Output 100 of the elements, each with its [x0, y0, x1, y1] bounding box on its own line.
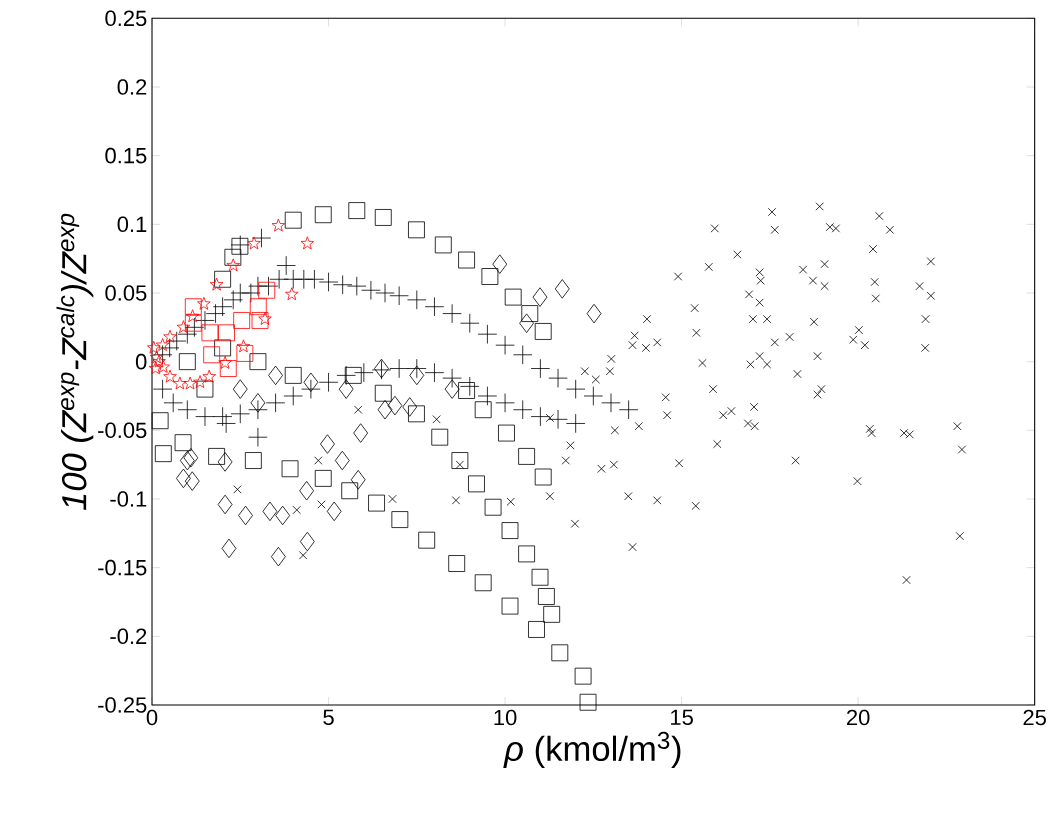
point [468, 475, 485, 493]
point [528, 621, 545, 638]
point [238, 505, 253, 526]
point [147, 340, 161, 354]
point [148, 361, 163, 375]
point [579, 693, 597, 711]
point [233, 312, 251, 329]
y-tick-label: 0.25 [105, 10, 147, 27]
point [271, 546, 286, 567]
y-tick-label: 0.05 [105, 285, 147, 301]
point [176, 320, 191, 334]
point [434, 236, 452, 254]
point [152, 354, 166, 368]
point [258, 281, 276, 299]
point [197, 296, 211, 310]
point [374, 358, 389, 379]
point [214, 270, 232, 288]
y-tick-label: -0.25 [98, 697, 147, 713]
point [574, 667, 592, 685]
x-tick-label: 20 [847, 709, 870, 726]
y-tick-label: -0.1 [110, 491, 147, 507]
point [176, 468, 191, 489]
point [179, 450, 195, 471]
point [387, 395, 403, 416]
point [149, 350, 164, 364]
point [184, 314, 202, 332]
point [163, 329, 177, 343]
point [534, 323, 552, 340]
x-tick-label: 15 [671, 709, 693, 726]
point [281, 460, 299, 478]
point [353, 423, 369, 443]
point [409, 365, 425, 386]
point [521, 305, 539, 322]
point [501, 522, 519, 539]
point [271, 218, 286, 232]
point [193, 375, 207, 389]
point [156, 360, 171, 373]
point [320, 434, 335, 454]
point [232, 379, 248, 399]
point [185, 309, 200, 323]
point [275, 505, 291, 526]
x-tick-label: 5 [323, 709, 334, 726]
y-tick-label: -0.2 [110, 628, 147, 645]
point [236, 339, 251, 353]
point [184, 298, 202, 316]
y-tick-label: 0 [135, 353, 147, 370]
point [183, 376, 197, 390]
point [474, 574, 492, 592]
point [262, 501, 278, 522]
point [224, 248, 242, 266]
point [247, 236, 261, 250]
point [334, 450, 350, 471]
point [484, 498, 502, 516]
point [418, 531, 436, 549]
point [374, 384, 392, 402]
point [408, 221, 425, 239]
point [174, 434, 192, 452]
point [217, 494, 233, 515]
point [341, 482, 359, 500]
point [431, 428, 449, 446]
point [551, 644, 569, 662]
point [163, 369, 177, 383]
point [519, 313, 535, 333]
point [377, 399, 393, 420]
point [184, 471, 200, 491]
point [374, 209, 392, 226]
point [285, 287, 299, 301]
point [218, 324, 235, 342]
point [196, 380, 214, 398]
point [236, 345, 254, 362]
point [314, 206, 332, 224]
y-axis-title: 100 (Z$^{exp}$-Z$^{calc}$)/Z$^{exp}$ [56, 213, 94, 511]
point [458, 251, 475, 269]
y-tick-label: 0.15 [105, 147, 147, 164]
point [532, 287, 548, 307]
point [504, 288, 522, 306]
point [183, 448, 199, 468]
point [314, 469, 332, 487]
point [284, 211, 302, 229]
point [231, 237, 249, 255]
point [537, 588, 555, 605]
point [173, 376, 187, 390]
point [402, 397, 418, 417]
point [474, 401, 492, 419]
point [300, 236, 315, 250]
point [249, 353, 267, 371]
point [268, 365, 283, 386]
point [458, 382, 475, 399]
y-tick-label: 0.2 [117, 79, 147, 95]
point [226, 258, 240, 272]
point [391, 511, 409, 528]
point [299, 531, 315, 552]
point [543, 605, 561, 623]
point [299, 481, 315, 501]
point [444, 379, 460, 399]
y-tick-label: -0.05 [98, 422, 147, 439]
point [214, 339, 232, 357]
point [151, 412, 169, 430]
point [448, 555, 466, 572]
point [501, 597, 519, 615]
